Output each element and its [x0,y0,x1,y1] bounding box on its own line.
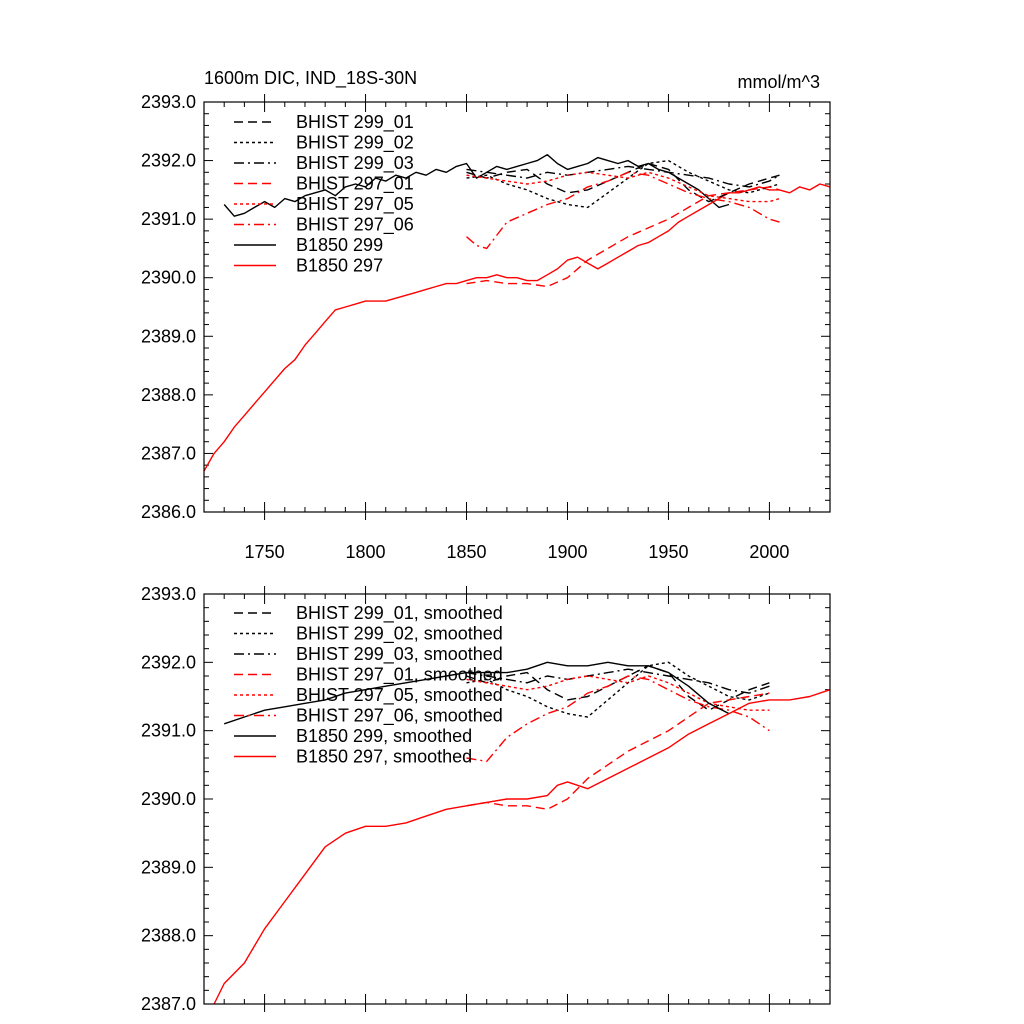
legend-label-bhist-299-03: BHIST 299_03 [296,153,414,174]
series-line-bhist-299-01-smoothed [466,665,770,711]
bottom-y-tick-label: 2393.0 [141,584,196,604]
bottom-y-tick-label: 2387.0 [141,994,196,1014]
series-line-bhist-297-06-smoothed [466,675,770,763]
chart-title: 1600m DIC, IND_18S-30N [204,68,417,89]
bottom-plot-frame [203,593,831,1005]
bottom-y-tick-label: 2389.0 [141,857,196,877]
top-y-tick-label: 2387.0 [141,443,196,463]
series-line-b1850-299-smoothed [223,661,730,725]
legend-label-bhist-297-01-smoothed: BHIST 297_01, smoothed [296,665,503,686]
top-x-tick-label: 1900 [547,542,587,562]
series-line-bhist-297-06 [466,171,780,250]
series-line-bhist-299-03-smoothed [466,668,770,694]
bottom-panel: 2387.0 2388.0 2389.0 2390.0 2391.0 2392.0 2393… [141,584,831,1014]
top-x-tick-label: 2000 [749,542,789,562]
bottom-plot-lines [213,661,830,1004]
top-panel: 2386.0 2387.0 2388.0 2389.0 2390.0 2391.0 2392… [141,92,831,562]
top-y-tick-label: 2391.0 [141,209,196,229]
legend-label-b1850-297-smoothed: B1850 297, smoothed [296,747,472,767]
units-label: mmol/m^3 [738,72,820,92]
top-plot-frame [203,101,831,513]
bottom-y-tick-label: 2390.0 [141,789,196,809]
top-x-tick-label: 1800 [346,542,386,562]
top-x-tick-label: 1950 [648,542,688,562]
legend-label-bhist-297-05: BHIST 297_05 [296,194,414,215]
series-line-bhist-299-03 [466,165,780,188]
series-line-bhist-297-05-smoothed [466,675,770,711]
legend-label-bhist-299-02: BHIST 299_02 [296,133,414,154]
legend-label-b1850-297: B1850 297 [296,256,383,276]
legend-label-bhist-297-01: BHIST 297_01 [296,174,414,195]
bottom-y-tick-label: 2391.0 [141,721,196,741]
top-y-tick-label: 2393.0 [141,92,196,112]
series-line-bhist-299-02-smoothed [466,661,770,718]
legend-label-bhist-297-06-smoothed: BHIST 297_06, smoothed [296,706,503,727]
top-x-tick-label: 1850 [446,542,486,562]
series-line-bhist-297-05 [466,171,780,203]
top-plot-lines [204,153,830,472]
top-y-tick-label: 2386.0 [141,502,196,522]
series-line-bhist-297-01-smoothed [466,692,770,810]
top-axis-ticks: 2386.0 2387.0 2388.0 2389.0 2390.0 2391.0 2392… [141,92,831,562]
bottom-y-tick-label: 2392.0 [141,652,196,672]
legend-label-b1850-299-smoothed: B1850 299, smoothed [296,726,472,746]
bottom-axis-ticks: 2387.0 2388.0 2389.0 2390.0 2391.0 2392.0 2393… [141,584,831,1014]
legend-label-b1850-299: B1850 299 [296,235,383,255]
series-line-bhist-297-01 [466,186,780,288]
legend-label-bhist-297-05-smoothed: BHIST 297_05, smoothed [296,685,503,706]
series-line-b1850-299 [223,153,730,217]
legend-label-bhist-299-01: BHIST 299_01 [296,112,414,133]
legend-label-bhist-297-06: BHIST 297_06 [296,215,414,236]
bottom-y-tick-label: 2388.0 [141,926,196,946]
legend-label-bhist-299-02-smoothed: BHIST 299_02, smoothed [296,624,503,645]
top-y-tick-label: 2392.0 [141,151,196,171]
series-line-b1850-297-smoothed [213,689,830,1004]
top-y-tick-label: 2389.0 [141,326,196,346]
legend-label-bhist-299-03-smoothed: BHIST 299_03, smoothed [296,644,503,665]
legend-label-bhist-299-01-smoothed: BHIST 299_01, smoothed [296,603,503,624]
top-y-tick-label: 2390.0 [141,268,196,288]
top-x-tick-label: 1750 [245,542,285,562]
top-y-tick-label: 2388.0 [141,385,196,405]
